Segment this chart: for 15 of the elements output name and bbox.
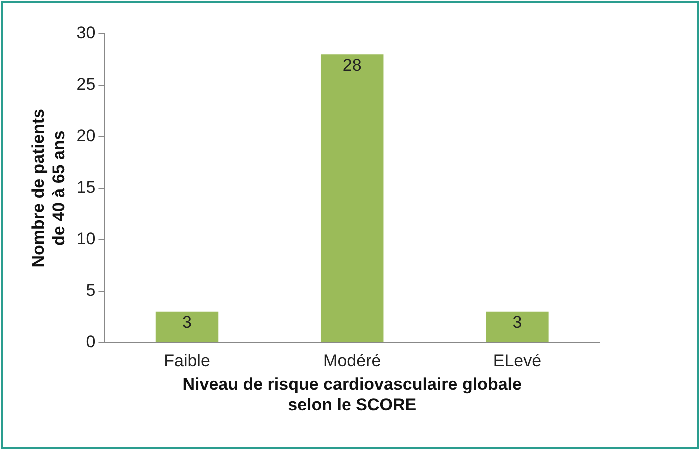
y-tick-label: 20 <box>76 126 96 146</box>
y-tick-label: 0 <box>86 332 96 352</box>
y-tick-label: 15 <box>76 178 96 198</box>
data-label: 3 <box>182 313 192 332</box>
data-label: 28 <box>342 56 362 75</box>
x-axis-title: Niveau de risque cardiovasculaire globale selon le SCORE <box>182 375 522 414</box>
data-label: 3 <box>512 313 522 332</box>
y-axis-title: Nombre de patients de 40 à 65 ans <box>28 109 68 268</box>
x-tick-label: Modéré <box>324 352 382 371</box>
y-tick-label: 25 <box>76 75 96 94</box>
x-tick-label: Faible <box>164 352 210 371</box>
y-tick-label: 5 <box>86 281 96 300</box>
x-tick-label: ELevé <box>493 352 542 371</box>
y-tick-label: 10 <box>76 230 96 249</box>
y-tick-label: 30 <box>76 24 96 43</box>
